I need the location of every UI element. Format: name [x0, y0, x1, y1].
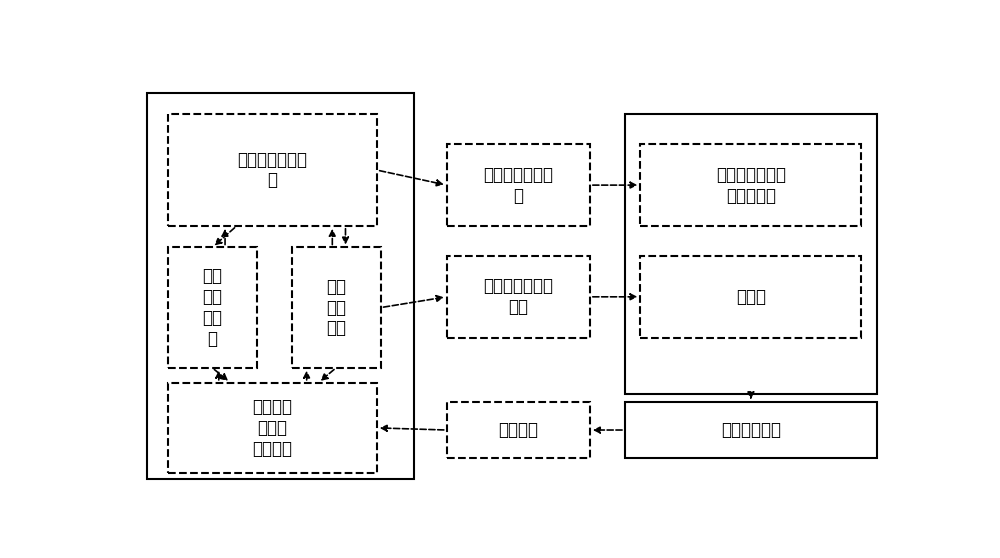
Text: 锂离
子输
运方
程: 锂离 子输 运方 程 [202, 267, 222, 348]
Text: 电势及电流密度
分布: 电势及电流密度 分布 [483, 277, 553, 316]
Bar [147, 93, 414, 479]
Bar [168, 247, 257, 368]
Text: 焦耳热: 焦耳热 [736, 288, 766, 306]
Text: 温度分布: 温度分布 [498, 421, 538, 439]
Bar [292, 247, 381, 368]
Bar [447, 256, 590, 338]
Bar [640, 256, 861, 338]
Bar [168, 383, 377, 473]
Text: 化学反应速率方
程: 化学反应速率方 程 [237, 151, 307, 190]
Bar [640, 145, 861, 226]
Bar [447, 402, 590, 458]
Text: 表面化学反应速
率: 表面化学反应速 率 [483, 166, 553, 205]
Text: 活性材料表面化
学反应放热: 活性材料表面化 学反应放热 [716, 166, 786, 205]
Bar [447, 145, 590, 226]
Text: 扩散系数
电导率
平衡电势: 扩散系数 电导率 平衡电势 [252, 398, 292, 458]
Bar [168, 114, 377, 226]
Bar [625, 114, 877, 393]
Text: 能量守恒方程: 能量守恒方程 [721, 421, 781, 439]
Text: 电荷
守恒
方程: 电荷 守恒 方程 [326, 278, 346, 338]
Bar [625, 402, 877, 458]
